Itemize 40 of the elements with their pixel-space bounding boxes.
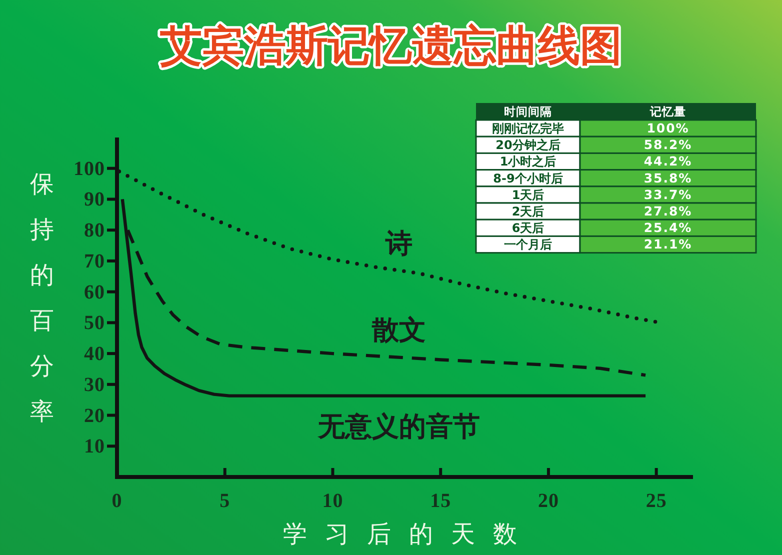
y-tick-label: 50 (84, 312, 105, 334)
y-tick-label: 10 (84, 436, 105, 458)
text: 35.8% (644, 170, 692, 186)
category-label: 20分钟之后 (496, 138, 560, 152)
text: 25.4% (644, 220, 692, 236)
category-label: 8-9个小时后 (493, 171, 563, 186)
x-tick-label: 0 (112, 490, 122, 512)
y-tick-label: 30 (84, 374, 105, 396)
x-tick-label: 5 (220, 490, 230, 512)
text: 58.2% (644, 137, 692, 152)
y-tick-label: 80 (84, 220, 105, 242)
y-tick-label: 20 (84, 404, 105, 427)
text: 记忆量 (649, 104, 686, 118)
category-label: 刚刚记忆完毕 (492, 122, 564, 136)
x-tick-label: 20 (538, 490, 559, 512)
category-label: 6天后 (512, 221, 544, 236)
y-axis-title: 保持的百分率 (30, 170, 54, 426)
text: 时间间隔 (504, 104, 552, 118)
text: 21.1% (644, 236, 692, 252)
y-tick-label: 100 (74, 158, 105, 180)
category-label: 2天后 (512, 204, 544, 218)
x-tick-label: 15 (430, 490, 452, 512)
chart-title: 艾宾浩斯记忆遗忘曲线图 (160, 21, 622, 70)
series-label: 无意义的音节 (317, 412, 480, 443)
series-label: 诗 (384, 228, 412, 260)
text: 44.2% (644, 154, 692, 169)
x-tick-label: 10 (322, 490, 344, 512)
text: 100% (646, 120, 690, 136)
y-tick-label: 40 (84, 343, 105, 366)
category-label: 一个月后 (504, 238, 552, 252)
category-label: 1小时之后 (500, 154, 556, 169)
y-tick-label: 90 (84, 188, 105, 211)
y-tick-label: 60 (84, 281, 105, 304)
x-axis-title: 学习后的天数 (283, 520, 535, 548)
x-tick-label: 25 (646, 490, 667, 512)
text: 27.8% (644, 204, 692, 218)
text: 33.7% (644, 186, 692, 202)
series-label: 散文 (371, 314, 426, 346)
category-label: 1天后 (512, 188, 544, 202)
y-tick-label: 70 (84, 250, 105, 272)
